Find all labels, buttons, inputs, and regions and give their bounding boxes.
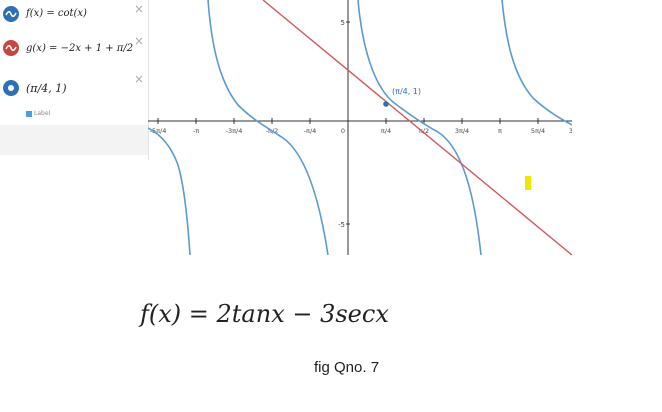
point-icon[interactable] (3, 80, 19, 96)
x-tick-label: π/4 (381, 127, 391, 135)
x-tick-label: 0 (341, 127, 345, 135)
highlight-marker (525, 176, 531, 190)
expression-row-point[interactable]: (π/4, 1) × Label (0, 68, 148, 126)
close-icon[interactable]: × (133, 72, 144, 86)
close-icon[interactable]: × (133, 34, 144, 48)
line-g (262, 0, 573, 256)
y-tick-label: 5 (341, 19, 345, 27)
wave-icon[interactable] (3, 6, 19, 22)
x-tick-label: -π (193, 127, 199, 135)
graph-canvas[interactable]: -5π/4-π-3π/4-π/2-π/40π/4π/23π/4π5π/43π/2… (147, 0, 621, 256)
x-tick-label: 3π/4 (455, 127, 469, 135)
expression-text[interactable]: f(x) = cot(x) (26, 8, 87, 19)
checkbox-icon[interactable] (26, 110, 32, 117)
x-tick-label: -5π/4 (150, 127, 167, 135)
expression-row-f[interactable]: f(x) = cot(x) × (0, 0, 148, 31)
x-tick-label: π (498, 127, 502, 135)
cot-curve (147, 0, 573, 256)
x-tick-label: 5π/4 (531, 127, 545, 135)
cot-branch-left (147, 127, 191, 256)
expression-text[interactable]: (π/4, 1) (26, 82, 67, 95)
formula-text: f(x) = 2tanx − 3secx (140, 300, 389, 328)
expression-list: f(x) = cot(x) × g(x) = −2x + 1 + π/2 × (… (0, 0, 149, 160)
x-tick-group: -5π/4-π-3π/4-π/2-π/40π/4π/23π/4π5π/43π/2… (150, 118, 621, 135)
y-tick-label: -5 (338, 221, 345, 229)
x-tick-label: 3π/2 (569, 127, 572, 135)
x-tick-label: -3π/4 (226, 127, 243, 135)
close-icon[interactable]: × (133, 2, 144, 16)
x-tick-label: π/2 (419, 127, 429, 135)
point-marker[interactable] (383, 101, 389, 107)
graph-panel[interactable]: -5π/4-π-3π/4-π/2-π/40π/4π/23π/4π5π/43π/2… (147, 0, 621, 256)
cot-branch-1 (207, 0, 329, 256)
y-tick-group: 5 -5 (338, 19, 350, 229)
cot-branch-2 (357, 0, 482, 256)
expression-text[interactable]: g(x) = −2x + 1 + π/2 (26, 43, 134, 54)
figure-caption: fig Qno. 7 (314, 359, 380, 376)
point-label: (π/4, 1) (392, 87, 421, 96)
wave-icon[interactable] (3, 40, 19, 56)
expression-row-g[interactable]: g(x) = −2x + 1 + π/2 × (0, 30, 148, 69)
x-tick-label: -π/4 (304, 127, 317, 135)
empty-expression-area[interactable] (0, 125, 148, 155)
label-toggle[interactable]: Label (26, 110, 50, 117)
cot-branch-3 (501, 0, 573, 126)
